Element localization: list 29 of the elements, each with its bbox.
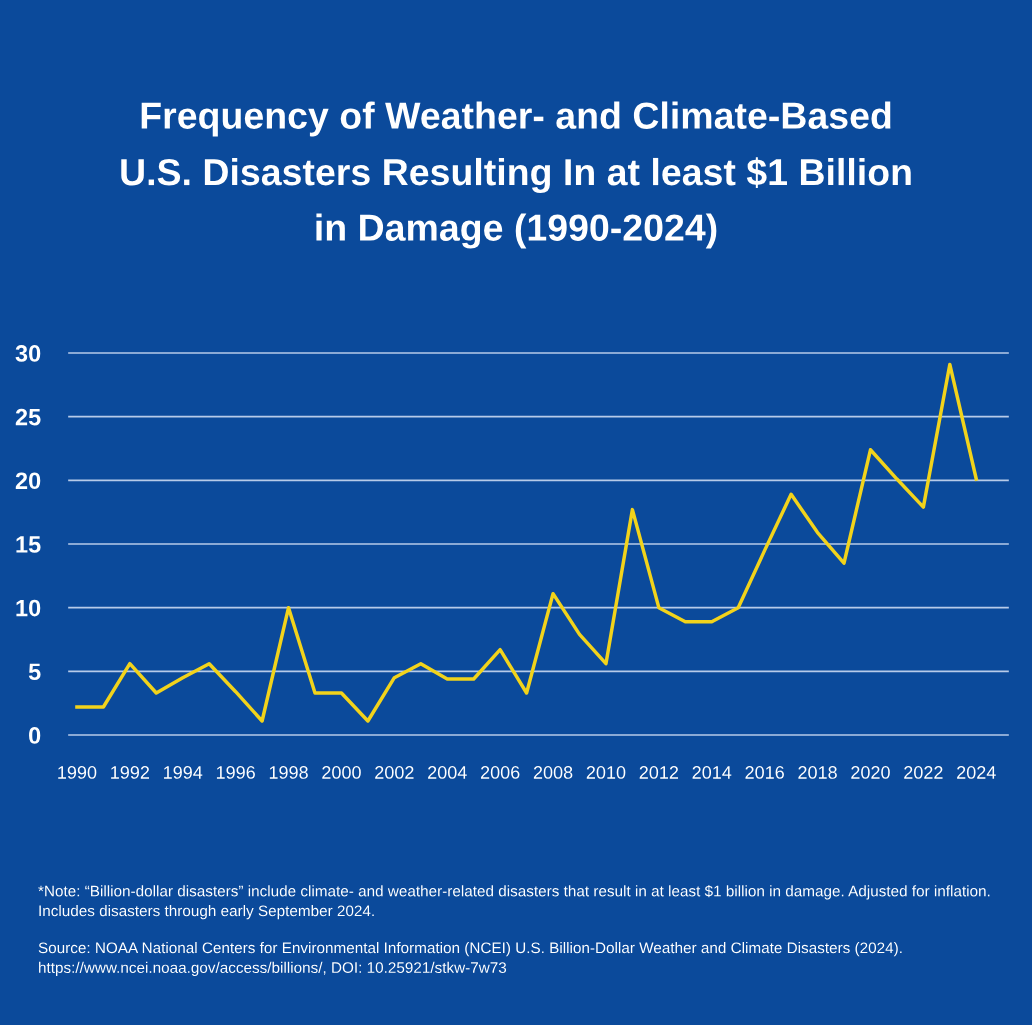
y-tick-label: 0 [29,727,41,744]
x-tick-label: 2000 [322,766,361,779]
y-tick-label: 30 [15,345,41,362]
x-tick-label: 2022 [904,766,943,779]
x-tick-label: 2014 [692,766,732,779]
source-note: Source: NOAA National Centers for Environmental Information (NCEI) U.S. Billion-Dollar Weather and Climate Disasters (2024). https://www.ncei.noaa.gov/access/billions/, DOI: 10.25921/stkw-7w73 [38,942,902,977]
y-tick-label: 10 [16,599,41,617]
text: *Note: “Billion-dollar disasters” include climate- and weather-related disasters that result in at least $1 billion in damage. Adjusted for inflation. Includes disasters through early September 2024. [38,885,990,920]
x-tick-label: 2020 [851,766,890,779]
x-tick-label: 1992 [111,766,150,779]
x-tick-label: 1994 [164,766,203,779]
x-tick-label: 1998 [269,766,308,779]
x-tick-label: 2006 [480,766,520,779]
y-tick-label: 15 [16,536,41,553]
x-tick-label: 2004 [428,766,467,779]
line-series [75,362,978,723]
y-tick-label: 5 [28,663,41,681]
x-tick-label: 2008 [533,766,573,779]
x-tick-label: 2024 [957,766,996,779]
y-tick-label: 20 [15,472,41,490]
x-tick-label: 1990 [58,766,97,779]
x-tick-label: 2018 [798,766,837,779]
x-tick-label: 2016 [745,766,784,779]
y-tick-label: 25 [15,408,41,426]
x-tick-label: 1996 [216,766,255,779]
x-tick-label: 2012 [639,766,679,779]
chart-title: Frequency of Weather- and Climate-Based U.S. Disasters Resulting In at least $1 Billion in Damage (1990-2024) [121,101,911,249]
x-tick-label: 2002 [375,766,414,779]
x-tick-label: 2010 [586,766,626,779]
